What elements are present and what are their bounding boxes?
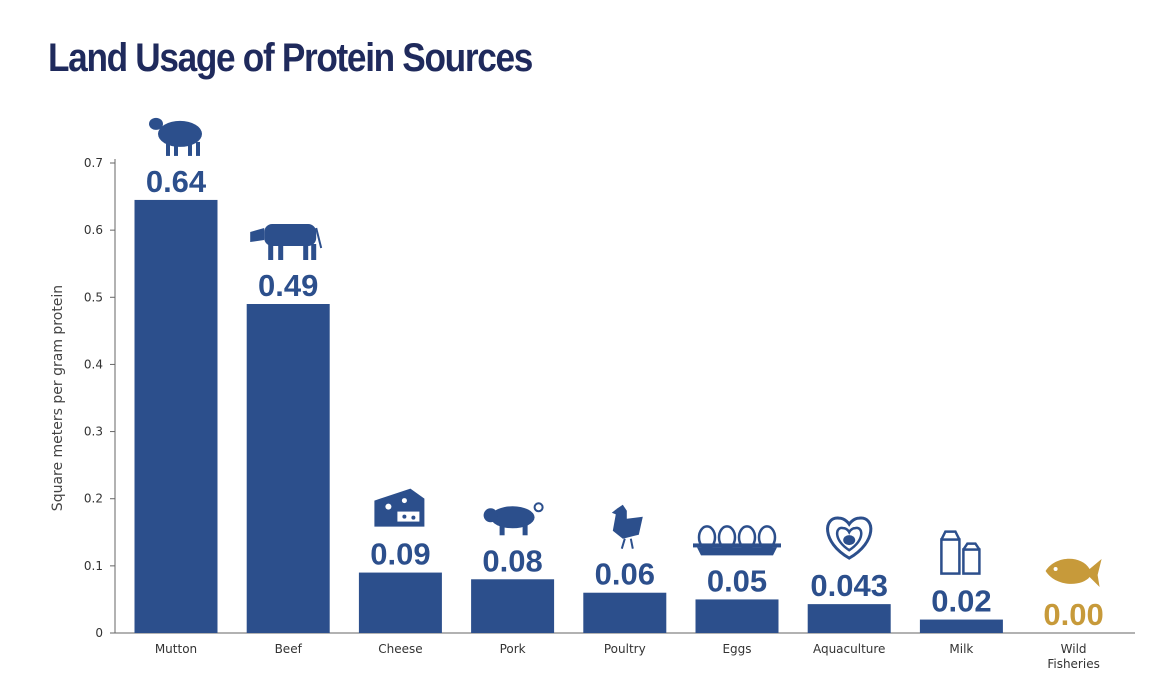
cow-icon [250,224,323,260]
y-tick-label: 0.6 [84,223,103,237]
eggs-icon [693,525,781,556]
x-tick-label: Cheese [378,642,422,656]
x-tick-label: Aquaculture [813,642,885,656]
y-tick-label: 0.2 [84,492,103,506]
bar [358,572,442,633]
data-label: 0.64 [146,164,207,199]
chicken-icon [611,504,643,550]
x-tick-label: Mutton [155,642,197,656]
data-label: 0.05 [707,563,767,598]
x-tick-label: Beef [275,642,303,656]
y-tick-label: 0.7 [84,156,103,170]
data-label: 0.00 [1043,597,1103,632]
bar [919,619,1003,633]
bar [583,592,667,633]
data-label: 0.49 [258,268,318,303]
y-axis-label: Square meters per gram protein [50,285,66,511]
cheese-icon [374,488,425,527]
icons [149,117,1102,587]
y-tick-label: 0.3 [84,425,103,439]
fish-icon [1045,558,1102,587]
x-tick-label: Poultry [604,642,646,656]
bar [807,604,891,633]
x-tick-label: Milk [949,642,973,656]
oyster-icon [826,516,873,560]
data-label: 0.043 [810,568,888,603]
bar [471,579,555,633]
x-tick-label: Eggs [722,642,751,656]
bar [134,199,218,633]
chart-title: Land Usage of Protein Sources [48,36,533,80]
data-label: 0.09 [370,537,430,572]
pig-icon [483,502,544,536]
data-label: 0.02 [931,584,991,619]
sheep-icon [149,117,202,156]
data-label: 0.08 [482,543,542,578]
y-tick-label: 0.1 [84,559,103,573]
y-tick-label: 0.4 [84,357,103,371]
bar [246,304,330,633]
y-tick-label: 0.5 [84,290,103,304]
y-tick-label: 0 [95,626,103,640]
data-label: 0.06 [595,557,655,592]
milk-carton-icon [940,530,981,575]
x-tick-label: Pork [500,642,526,656]
x-tick-label: Wild Fisheries [1047,642,1100,671]
bars: 0.64 0.49 0.09 0.08 0.06 0.05 0.043 0.02 0.00 [134,164,1104,633]
bar [695,599,779,633]
